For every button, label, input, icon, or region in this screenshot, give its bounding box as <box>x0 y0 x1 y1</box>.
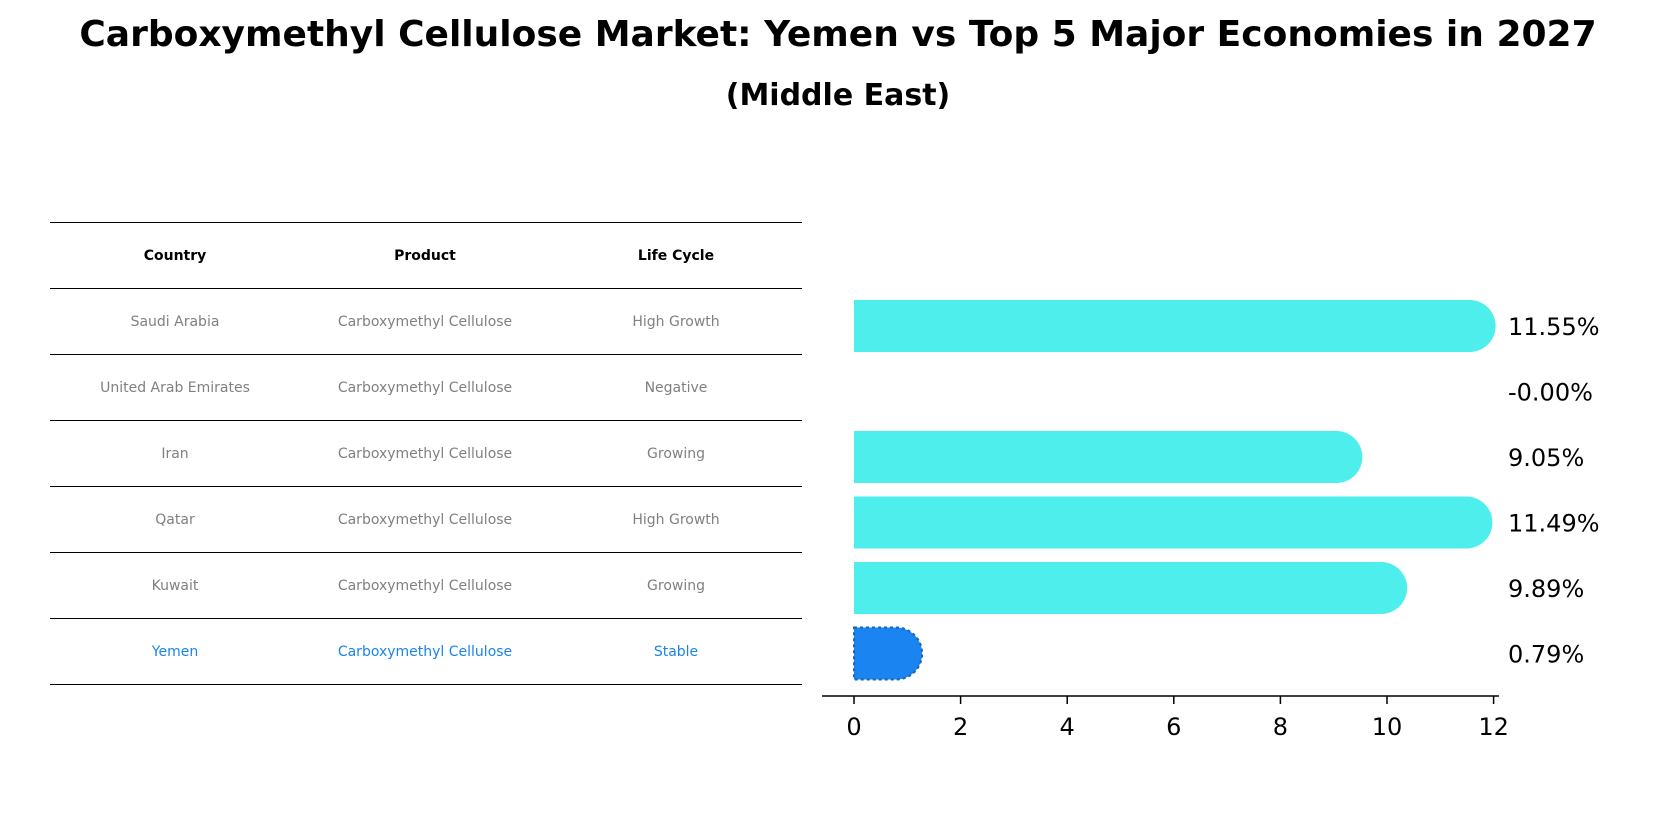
bar-value-label: 0.79% <box>1508 641 1584 669</box>
bar-value-label: 11.49% <box>1508 510 1600 538</box>
cell-life-cycle: High Growth <box>632 313 720 330</box>
cell-life-cycle: High Growth <box>632 511 720 528</box>
x-tick-label: 12 <box>1478 713 1509 741</box>
bar <box>854 496 1493 549</box>
cell-country: Iran <box>161 445 189 462</box>
cell-country: Kuwait <box>151 577 199 594</box>
x-tick-label: 0 <box>846 713 861 741</box>
header-life-cycle: Life Cycle <box>637 247 715 264</box>
bar-value-label: -0.00% <box>1508 379 1593 407</box>
table-row: Saudi Arabia Carboxymethyl Cellulose Hig… <box>50 288 802 354</box>
table-row: United Arab Emirates Carboxymethyl Cellu… <box>50 354 802 420</box>
x-tick-label: 8 <box>1273 713 1288 741</box>
table-row: Iran Carboxymethyl Cellulose Growing <box>50 420 802 486</box>
chart-title: Carboxymethyl Cellulose Market: Yemen vs… <box>79 14 1597 55</box>
bar-value-label: 9.89% <box>1508 575 1584 603</box>
cell-product: Carboxymethyl Cellulose <box>337 313 513 330</box>
bar-highlighted <box>853 626 924 681</box>
cell-country: Yemen <box>151 643 199 660</box>
x-tick-label: 10 <box>1372 713 1403 741</box>
cell-life-cycle: Negative <box>644 379 708 396</box>
cell-product: Carboxymethyl Cellulose <box>337 379 513 396</box>
header-product: Product <box>394 247 456 264</box>
cell-country: Saudi Arabia <box>130 313 220 330</box>
cell-life-cycle: Growing <box>647 577 705 594</box>
table-header-row: Country Product Life Cycle <box>50 222 802 288</box>
table-row: Kuwait Carboxymethyl Cellulose Growing <box>50 552 802 618</box>
table-row-highlighted: Yemen Carboxymethyl Cellulose Stable <box>50 618 802 685</box>
cell-product: Carboxymethyl Cellulose <box>337 445 513 462</box>
table-row: Qatar Carboxymethyl Cellulose High Growt… <box>50 486 802 552</box>
cell-country: Qatar <box>155 511 195 528</box>
bar <box>854 300 1496 352</box>
bar-value-label: 9.05% <box>1508 444 1584 472</box>
x-tick-label: 6 <box>1166 713 1181 741</box>
bar <box>854 562 1408 614</box>
x-tick-label: 2 <box>953 713 968 741</box>
header-country: Country <box>143 247 207 264</box>
bar <box>854 431 1363 483</box>
bar-value-label: 11.55% <box>1508 313 1600 341</box>
data-table: Country Product Life Cycle Saudi Arabia … <box>50 222 802 685</box>
cell-country: United Arab Emirates <box>100 379 250 396</box>
cell-product: Carboxymethyl Cellulose <box>337 511 513 528</box>
cell-product: Carboxymethyl Cellulose <box>337 643 513 660</box>
cell-life-cycle: Growing <box>647 445 705 462</box>
x-tick-label: 4 <box>1060 713 1075 741</box>
chart-subtitle: (Middle East) <box>725 78 951 113</box>
cell-product: Carboxymethyl Cellulose <box>337 577 513 594</box>
cell-life-cycle: Stable <box>653 643 699 660</box>
